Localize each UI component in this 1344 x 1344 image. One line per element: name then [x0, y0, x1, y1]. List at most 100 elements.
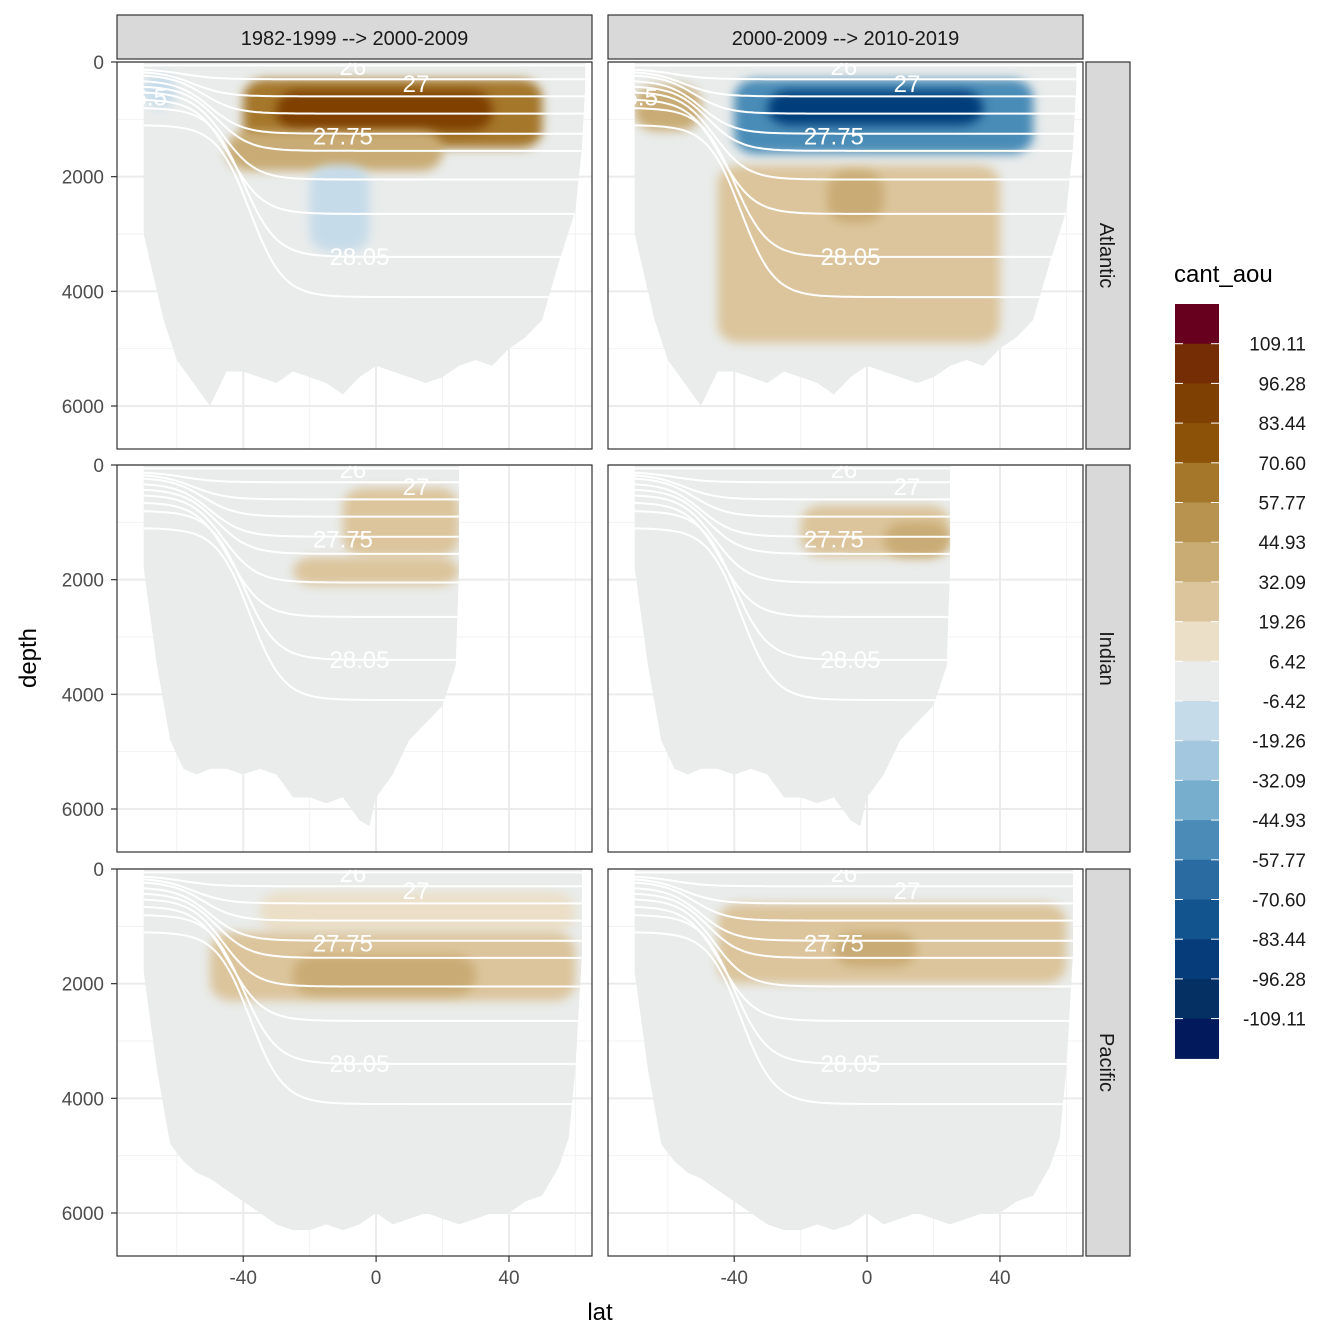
isopycnal-line — [143, 91, 586, 181]
x-tick-label: 0 — [371, 1268, 382, 1289]
column-strip — [116, 14, 593, 60]
isopycnal-line — [634, 509, 951, 661]
panel-indian-0: 26 27 27.75 28.05 — [116, 457, 593, 853]
isopycnal-line — [143, 509, 460, 661]
row-strip — [1085, 61, 1131, 450]
contour-label: 26 — [830, 861, 857, 888]
y-tick-label: 6000 — [62, 800, 104, 821]
legend-swatch — [1175, 740, 1219, 781]
row-strip — [1085, 464, 1131, 853]
isopycnal-line — [143, 877, 582, 905]
isopycnal-line — [143, 471, 460, 484]
panel-atlantic-0: 26 27 27.75 28.05 26.5 — [116, 54, 593, 450]
legend-label: -32.09 — [1252, 771, 1306, 792]
legend-label: 6.42 — [1269, 652, 1306, 673]
legend: cant_aou 109.11 96.28 83.44 70.60 57.77 44.93… — [1174, 261, 1306, 1059]
legend-swatch — [1175, 343, 1219, 384]
isopycnal-line — [143, 85, 586, 152]
y-tick-label: 0 — [93, 456, 104, 477]
legend-swatch — [1175, 939, 1219, 980]
y-tick-label: 4000 — [62, 1089, 104, 1110]
contour-label: 27 — [894, 71, 921, 98]
x-axis-title: lat — [587, 1299, 613, 1326]
section-field: 26 27 27.75 28.05 26.5 — [120, 54, 586, 406]
panel-border — [116, 868, 593, 1257]
panel-border — [116, 464, 593, 853]
row-strip-label: Atlantic — [1095, 223, 1117, 289]
y-tick-label: 2000 — [62, 975, 104, 996]
contour-label: 26 — [339, 457, 366, 484]
isopycnal-line — [634, 913, 1073, 1065]
isopycnal-line — [143, 98, 586, 215]
panel-border — [607, 464, 1084, 853]
column-strip-label: 2000-2009 --> 2010-2019 — [732, 28, 959, 50]
x-tick-label: 40 — [989, 1268, 1010, 1289]
isopycnal-line — [634, 898, 1073, 988]
contour-label: 27.75 — [313, 931, 373, 958]
column-strip — [607, 14, 1084, 60]
contour-label: 26.5 — [120, 85, 167, 112]
legend-label: 70.60 — [1258, 454, 1306, 475]
legend-label: -83.44 — [1252, 930, 1306, 951]
contour-label: 27 — [403, 474, 430, 501]
contour-label: 27 — [403, 878, 430, 905]
isopycnal-line — [143, 473, 460, 501]
row-strip — [1085, 868, 1131, 1257]
legend-label: 83.44 — [1258, 414, 1306, 435]
x-tick-label: 40 — [498, 1268, 519, 1289]
y-tick-label: 2000 — [62, 571, 104, 592]
panel-border — [116, 61, 593, 450]
anomaly-region — [634, 84, 702, 131]
legend-label: -19.26 — [1252, 732, 1306, 753]
contour-label: 26 — [339, 54, 366, 81]
legend-swatch — [1175, 581, 1219, 623]
isopycnal-line — [143, 70, 586, 98]
contour-label: 27 — [894, 474, 921, 501]
isopycnal-line — [143, 905, 582, 1022]
isopycnal-line — [143, 73, 586, 115]
y-axis-title: depth — [15, 628, 42, 688]
isopycnal-line — [143, 494, 460, 584]
y-tick-label: 2000 — [62, 168, 104, 189]
isopycnal-line — [143, 476, 460, 518]
isopycnal-line — [143, 501, 460, 618]
panel-border — [607, 868, 1084, 1257]
section-field: 26 27 27.75 28.05 — [634, 861, 1073, 1231]
contour-label: 28.05 — [820, 244, 880, 271]
isopycnal-line — [634, 91, 1077, 181]
axes: lat depth 020004000600002000400060000200… — [15, 53, 1011, 1326]
isopycnal-line — [143, 482, 460, 538]
isopycnal-line — [634, 501, 951, 618]
isopycnal-line — [143, 880, 582, 922]
isopycnal-line — [634, 494, 951, 584]
panel-pacific-1: 26 27 27.75 28.05 — [607, 861, 1084, 1257]
legend-label: 109.11 — [1249, 335, 1306, 356]
anomaly-region — [717, 165, 1000, 343]
legend-swatch — [1175, 978, 1219, 1020]
legend-label: 32.09 — [1258, 573, 1306, 594]
isopycnal-line — [143, 68, 586, 81]
contour-label: 28.05 — [329, 647, 389, 674]
isopycnal-line — [143, 892, 582, 959]
x-tick-label: -40 — [229, 1268, 256, 1289]
anomaly-region — [309, 165, 370, 252]
anomaly-region — [293, 556, 460, 586]
legend-label: -6.42 — [1263, 692, 1306, 713]
anomaly-region — [767, 90, 984, 126]
isopycnal-line — [634, 875, 1073, 888]
legend-label: -96.28 — [1252, 970, 1306, 991]
contour-label: 27.75 — [804, 124, 864, 151]
isopycnal-line — [634, 79, 1077, 135]
contour-label: 26 — [830, 457, 857, 484]
isopycnal-line — [143, 931, 582, 1106]
isopycnal-line — [634, 70, 1077, 98]
isopycnal-line — [143, 886, 582, 942]
facet-strips: 1982-1999 --> 2000-2009 2000-2009 --> 201… — [116, 14, 1131, 1257]
anomaly-region — [827, 170, 884, 223]
panel-atlantic-1: 26 27 27.75 28.05 26.5 — [607, 61, 1084, 450]
isopycnal-line — [143, 898, 582, 988]
legend-label: -57.77 — [1252, 851, 1306, 872]
legend-label: -70.60 — [1252, 891, 1306, 912]
legend-swatch — [1175, 621, 1219, 662]
